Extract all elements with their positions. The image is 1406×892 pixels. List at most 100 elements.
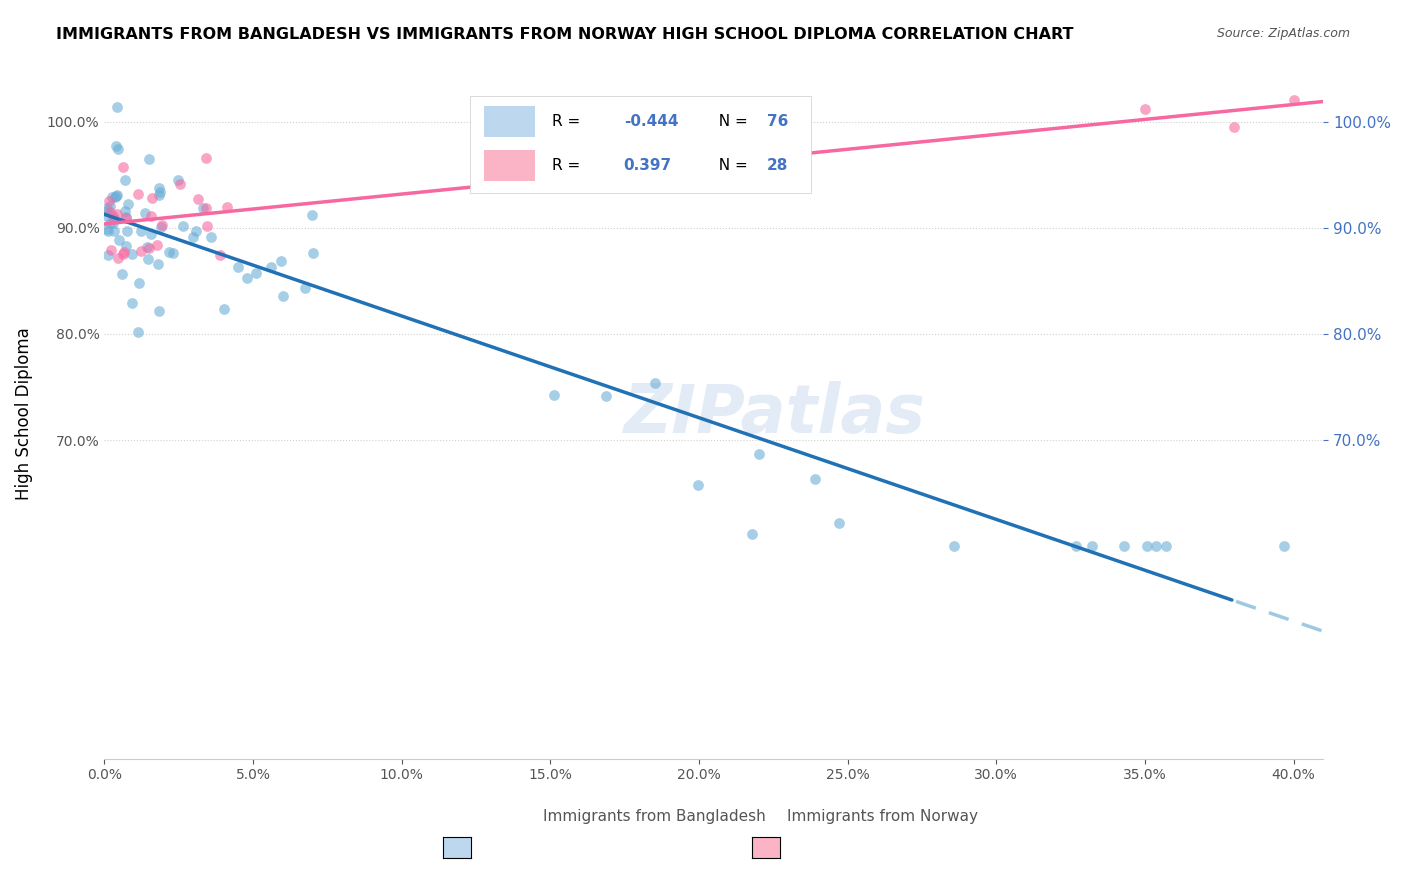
Immigrants from Bangladesh: [128, 277, 150, 291]
Immigrants from Bangladesh: [98, 199, 121, 213]
Immigrants from Bangladesh: [103, 224, 125, 238]
Immigrants from Norway: [169, 177, 191, 191]
Immigrants from Bangladesh: [686, 478, 709, 492]
Immigrants from Norway: [111, 160, 134, 174]
Immigrants from Bangladesh: [166, 173, 188, 187]
Immigrants from Bangladesh: [105, 101, 128, 115]
Text: IMMIGRANTS FROM BANGLADESH VS IMMIGRANTS FROM NORWAY HIGH SCHOOL DIPLOMA CORRELA: IMMIGRANTS FROM BANGLADESH VS IMMIGRANTS…: [56, 27, 1074, 42]
Immigrants from Bangladesh: [117, 196, 139, 211]
Immigrants from Bangladesh: [273, 289, 295, 303]
Immigrants from Bangladesh: [184, 223, 207, 237]
Immigrants from Bangladesh: [96, 201, 118, 215]
Immigrants from Bangladesh: [294, 281, 316, 295]
Text: Source: ZipAtlas.com: Source: ZipAtlas.com: [1216, 27, 1350, 40]
Immigrants from Bangladesh: [103, 211, 125, 226]
Immigrants from Bangladesh: [107, 233, 129, 247]
Text: Immigrants from Norway: Immigrants from Norway: [787, 809, 979, 824]
Immigrants from Norway: [111, 247, 134, 261]
Immigrants from Bangladesh: [146, 257, 169, 271]
Immigrants from Bangladesh: [741, 526, 763, 541]
Immigrants from Norway: [115, 211, 138, 226]
Immigrants from Bangladesh: [115, 224, 138, 238]
Immigrants from Norway: [129, 244, 152, 258]
Immigrants from Bangladesh: [162, 245, 184, 260]
Immigrants from Bangladesh: [105, 187, 128, 202]
Immigrants from Norway: [100, 243, 122, 257]
Immigrants from Norway: [127, 187, 149, 202]
Text: ZIPatlas: ZIPatlas: [624, 381, 925, 447]
Immigrants from Bangladesh: [138, 152, 160, 166]
Immigrants from Bangladesh: [96, 209, 118, 223]
Immigrants from Norway: [138, 241, 160, 255]
Immigrants from Bangladesh: [115, 211, 138, 225]
Immigrants from Bangladesh: [191, 201, 214, 215]
Immigrants from Bangladesh: [104, 190, 127, 204]
Immigrants from Bangladesh: [1135, 539, 1157, 553]
Immigrants from Bangladesh: [105, 189, 128, 203]
Immigrants from Norway: [101, 209, 124, 223]
Immigrants from Bangladesh: [1081, 539, 1104, 553]
Immigrants from Norway: [150, 218, 173, 232]
Immigrants from Bangladesh: [111, 268, 134, 282]
Immigrants from Bangladesh: [942, 539, 965, 553]
Immigrants from Bangladesh: [97, 248, 120, 262]
Immigrants from Bangladesh: [543, 388, 565, 402]
Immigrants from Norway: [97, 194, 120, 209]
Immigrants from Bangladesh: [200, 229, 222, 244]
Immigrants from Bangladesh: [96, 203, 118, 218]
Immigrants from Bangladesh: [226, 260, 249, 274]
Immigrants from Bangladesh: [301, 246, 323, 260]
Immigrants from Bangladesh: [301, 209, 323, 223]
Immigrants from Norway: [208, 248, 231, 262]
Immigrants from Bangladesh: [134, 206, 156, 220]
Immigrants from Norway: [98, 205, 121, 219]
Immigrants from Norway: [105, 206, 128, 220]
Immigrants from Norway: [187, 192, 209, 206]
Immigrants from Bangladesh: [148, 188, 170, 202]
Immigrants from Norway: [195, 219, 218, 234]
Immigrants from Bangladesh: [595, 389, 617, 403]
Immigrants from Bangladesh: [149, 185, 172, 199]
Immigrants from Bangladesh: [148, 304, 170, 318]
Immigrants from Norway: [112, 245, 135, 260]
Immigrants from Norway: [194, 201, 217, 215]
Immigrants from Bangladesh: [136, 252, 159, 267]
Immigrants from Bangladesh: [105, 139, 128, 153]
Immigrants from Bangladesh: [136, 240, 159, 254]
Immigrants from Bangladesh: [804, 472, 827, 486]
Immigrants from Norway: [538, 172, 561, 186]
Immigrants from Bangladesh: [97, 224, 120, 238]
Immigrants from Bangladesh: [115, 238, 138, 252]
Immigrants from Bangladesh: [107, 143, 129, 157]
Text: Immigrants from Bangladesh: Immigrants from Bangladesh: [543, 809, 766, 824]
Immigrants from Norway: [145, 237, 167, 252]
Immigrants from Bangladesh: [245, 266, 267, 280]
Immigrants from Bangladesh: [828, 516, 851, 530]
Immigrants from Bangladesh: [1144, 539, 1167, 553]
Immigrants from Bangladesh: [748, 446, 770, 460]
Immigrants from Bangladesh: [270, 253, 292, 268]
Immigrants from Bangladesh: [181, 230, 204, 244]
Immigrants from Bangladesh: [114, 173, 136, 187]
Immigrants from Bangladesh: [127, 325, 149, 339]
Immigrants from Bangladesh: [103, 216, 125, 230]
Immigrants from Norway: [1282, 94, 1305, 108]
Immigrants from Bangladesh: [129, 224, 152, 238]
Immigrants from Bangladesh: [172, 219, 194, 233]
Immigrants from Bangladesh: [148, 181, 170, 195]
Immigrants from Bangladesh: [212, 301, 235, 316]
Immigrants from Norway: [1223, 120, 1246, 134]
Y-axis label: High School Diploma: High School Diploma: [15, 327, 32, 500]
Immigrants from Bangladesh: [1064, 539, 1087, 553]
Immigrants from Bangladesh: [100, 216, 122, 230]
Immigrants from Bangladesh: [96, 222, 118, 236]
Immigrants from Norway: [107, 251, 129, 265]
Immigrants from Bangladesh: [1154, 539, 1177, 553]
Immigrants from Bangladesh: [644, 376, 666, 390]
Immigrants from Bangladesh: [149, 219, 172, 234]
Immigrants from Bangladesh: [1272, 539, 1295, 553]
Immigrants from Norway: [139, 209, 162, 223]
Immigrants from Norway: [217, 201, 239, 215]
Immigrants from Bangladesh: [157, 245, 180, 260]
Immigrants from Bangladesh: [1114, 539, 1136, 553]
